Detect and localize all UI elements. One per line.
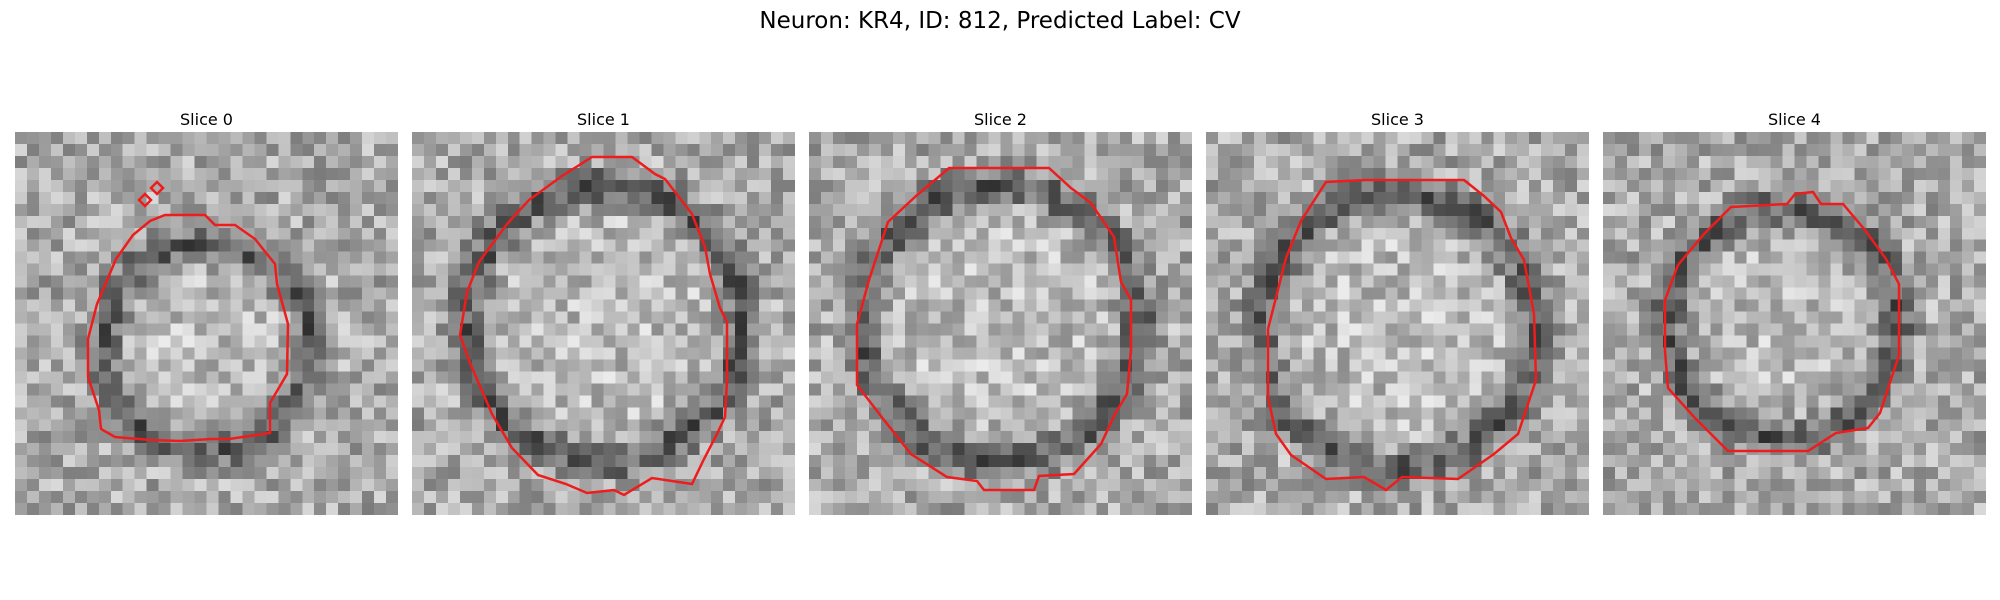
grayscale-pixels (15, 132, 398, 515)
slice-panel-4: Slice 4 (1603, 108, 1986, 515)
contour-outline (86, 213, 290, 443)
slice-title: Slice 2 (974, 110, 1027, 129)
figure-title: Neuron: KR4, ID: 812, Predicted Label: C… (759, 8, 1241, 34)
slice-image (412, 132, 795, 515)
contour-outline (1663, 190, 1901, 453)
slice-image (809, 132, 1192, 515)
slice-image (1603, 132, 1986, 515)
contour-outline (458, 155, 729, 497)
contour-outline (855, 166, 1133, 492)
slice-panel-3: Slice 3 (1206, 108, 1589, 515)
grayscale-pixels (1206, 132, 1589, 515)
slice-image (15, 132, 398, 515)
contour-outline (1266, 178, 1538, 492)
grayscale-pixels (1603, 132, 1986, 515)
contour-island (137, 192, 153, 208)
slice-image (1206, 132, 1589, 515)
slice-title: Slice 4 (1768, 110, 1821, 129)
contour-island (149, 180, 165, 196)
grayscale-pixels (412, 132, 795, 515)
slice-panel-2: Slice 2 (809, 108, 1192, 515)
slice-title: Slice 3 (1371, 110, 1424, 129)
slice-panel-1: Slice 1 (412, 108, 795, 515)
slice-panel-0: Slice 0 (15, 108, 398, 515)
grayscale-pixels (809, 132, 1192, 515)
slice-title: Slice 1 (577, 110, 630, 129)
slice-title: Slice 0 (180, 110, 233, 129)
